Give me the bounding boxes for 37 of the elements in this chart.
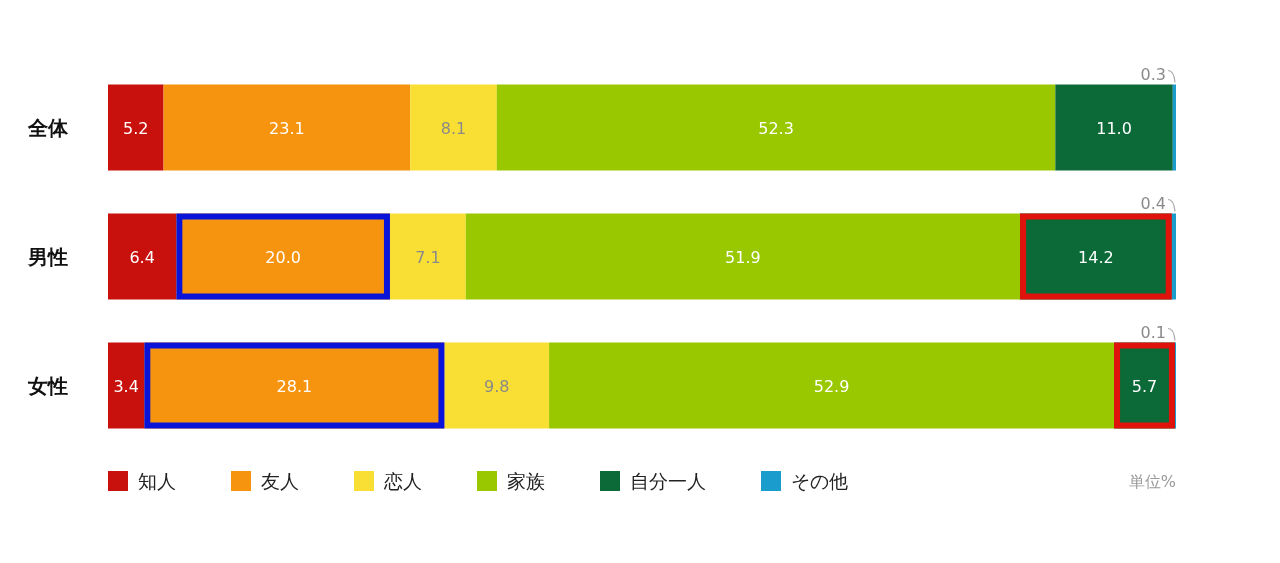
legend-label: 恋人: [383, 470, 422, 492]
data-label: 3.4: [113, 376, 139, 396]
data-label: 5.7: [1131, 376, 1158, 396]
data-label: 0.3: [1140, 64, 1166, 84]
bar: [1171, 213, 1176, 300]
data-label: 52.9: [813, 376, 850, 396]
data-label: 5.2: [123, 118, 149, 138]
legend-label: 家族: [507, 470, 545, 492]
legend-label: 友人: [261, 470, 299, 492]
y-tick-label: 男性: [27, 244, 68, 269]
bar: [108, 213, 177, 300]
bar: [163, 84, 411, 171]
data-label: 11.0: [1096, 118, 1132, 138]
bar: [108, 84, 164, 171]
legend-label: 知人: [138, 470, 176, 492]
bar: [108, 342, 145, 429]
bar: [1055, 84, 1173, 171]
data-label: 23.1: [269, 118, 305, 138]
y-tick-label: 全体: [27, 115, 69, 140]
data-label: 51.9: [725, 247, 761, 267]
data-label: 14.2: [1078, 247, 1114, 267]
data-label: 0.4: [1140, 193, 1166, 213]
data-label: 8.1: [440, 118, 467, 138]
data-label: 6.4: [129, 247, 155, 267]
data-label: 28.1: [276, 376, 313, 396]
data-label: 7.1: [415, 247, 441, 267]
data-label: 52.3: [758, 118, 794, 138]
text: 単位%: [1128, 472, 1176, 491]
legend-label: その他: [791, 470, 848, 492]
data-label: 9.8: [484, 376, 510, 396]
bar: [410, 84, 497, 171]
data-label: 0.1: [1140, 322, 1166, 342]
legend-label: 自分一人: [630, 470, 706, 492]
bar: [1172, 84, 1176, 171]
y-tick-label: 女性: [27, 373, 68, 398]
data-label: 20.0: [265, 247, 301, 267]
bar: [496, 84, 1056, 171]
